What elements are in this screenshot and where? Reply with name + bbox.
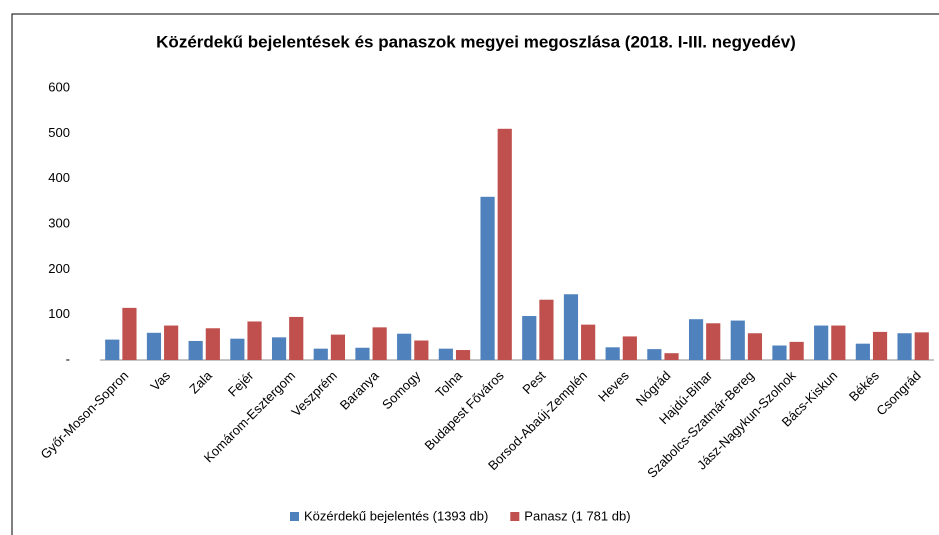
bar [622,336,637,360]
bar [730,320,745,360]
y-tick-label: 200 [48,261,70,276]
bar [188,340,203,360]
bar [647,349,662,360]
bar [455,350,471,360]
bar [205,328,220,360]
bar [146,332,162,360]
bar [747,333,763,360]
bar [539,299,554,360]
bar [397,333,412,360]
bar [480,196,495,360]
y-tick-label: 600 [48,79,70,94]
chart-title: Közérdekű bejelentések és panaszok megye… [156,32,796,51]
bar [414,340,429,360]
bar [581,324,596,360]
bar [831,325,846,360]
y-tick-label: - [66,351,70,366]
bar [855,343,870,360]
bar [230,338,245,360]
bar [605,347,620,360]
bar [914,332,929,360]
bar [563,294,579,360]
legend-swatch [510,512,520,521]
bar [355,347,370,360]
bar [271,337,287,360]
chart-frame [11,13,939,535]
bar [706,323,721,360]
y-tick-label: 400 [48,170,70,185]
bar [313,348,328,360]
bar [289,316,304,360]
bar [772,345,787,360]
legend-label: Panasz (1 781 db) [524,508,630,523]
legend-label: Közérdekű bejelentés (1393 db) [304,508,488,523]
bar [164,325,179,360]
bar [688,319,704,360]
bar [105,339,120,360]
bar [814,325,829,360]
y-tick-label: 300 [48,215,70,230]
bar [438,348,453,360]
bar [497,128,512,360]
bar [872,331,888,360]
bar [122,307,137,360]
y-tick-label: 500 [48,125,70,140]
bar [897,333,912,360]
bar [247,321,262,360]
bar [372,327,387,360]
y-tick-label: 100 [48,306,70,321]
bar [789,341,804,360]
bar [664,353,679,360]
bar [330,334,346,360]
bar [522,316,537,360]
legend-swatch [290,512,299,521]
